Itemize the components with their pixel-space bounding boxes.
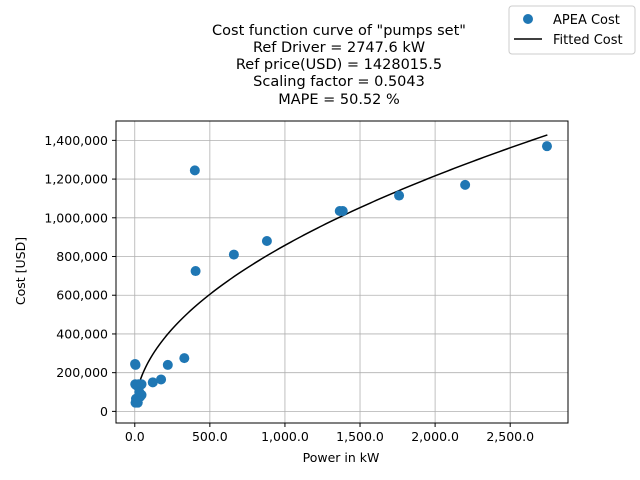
legend: APEA Cost Fitted Cost bbox=[508, 5, 636, 55]
title-line: Ref price(USD) = 1428015.5 bbox=[236, 57, 442, 73]
apea-cost-point bbox=[394, 190, 405, 201]
y-tick-label: 1,200,000 bbox=[44, 172, 108, 187]
plot-frame bbox=[115, 120, 569, 424]
apea-cost-point bbox=[541, 141, 552, 152]
y-tick-label: 0 bbox=[100, 404, 108, 419]
fitted-cost-line bbox=[134, 134, 548, 407]
y-tick-label: 1,400,000 bbox=[44, 133, 108, 148]
y-axis-label: Cost [USD] bbox=[13, 237, 28, 305]
x-axis: 0.0 500.0 1,000.0 1,500.0 2,000.0 2,500.0 bbox=[125, 423, 534, 444]
x-tick-label: 1,500.0 bbox=[336, 429, 384, 444]
apea-cost-point bbox=[228, 249, 239, 260]
y-tick-label: 600,000 bbox=[56, 288, 108, 303]
x-tick-label: 0.0 bbox=[125, 429, 145, 444]
x-tick-label: 1,000.0 bbox=[261, 429, 309, 444]
apea-cost-point bbox=[189, 165, 200, 176]
legend-marker-apea-cost bbox=[523, 14, 533, 24]
apea-cost-point bbox=[190, 266, 201, 277]
apea-cost-point bbox=[261, 236, 272, 247]
apea-cost-point bbox=[179, 353, 190, 364]
y-axis: 0 200,000 400,000 600,000 800,000 1,000,000 1,… bbox=[44, 133, 116, 419]
chart-title: Cost function curve of "pumps set" Ref D… bbox=[212, 23, 466, 108]
x-axis-label: Power in kW bbox=[303, 450, 380, 465]
fitted-cost-series bbox=[134, 134, 548, 407]
y-tick-label: 400,000 bbox=[56, 326, 108, 341]
apea-cost-point bbox=[156, 374, 167, 385]
title-line: Cost function curve of "pumps set" bbox=[212, 23, 466, 39]
apea-cost-point bbox=[337, 206, 348, 217]
grid bbox=[116, 121, 568, 423]
x-tick-label: 2,500.0 bbox=[486, 429, 534, 444]
y-tick-label: 1,000,000 bbox=[44, 210, 108, 225]
title-line: MAPE = 50.52 % bbox=[278, 92, 400, 108]
legend-label-apea-cost: APEA Cost bbox=[553, 13, 620, 28]
apea-cost-point bbox=[162, 359, 173, 370]
apea-cost-point bbox=[134, 387, 145, 398]
y-tick-label: 200,000 bbox=[56, 365, 108, 380]
apea-cost-point bbox=[147, 377, 158, 388]
apea-cost-point bbox=[136, 379, 147, 390]
x-tick-label: 2,000.0 bbox=[411, 429, 459, 444]
title-line: Ref Driver = 2747.6 kW bbox=[253, 40, 425, 56]
title-line: Scaling factor = 0.5043 bbox=[253, 74, 425, 90]
y-tick-label: 800,000 bbox=[56, 249, 108, 264]
legend-box bbox=[508, 5, 636, 55]
apea-cost-point bbox=[460, 179, 471, 190]
apea-cost-series bbox=[130, 141, 552, 408]
legend-label-fitted-cost: Fitted Cost bbox=[553, 33, 623, 48]
x-tick-label: 500.0 bbox=[192, 429, 228, 444]
apea-cost-point bbox=[130, 359, 141, 370]
